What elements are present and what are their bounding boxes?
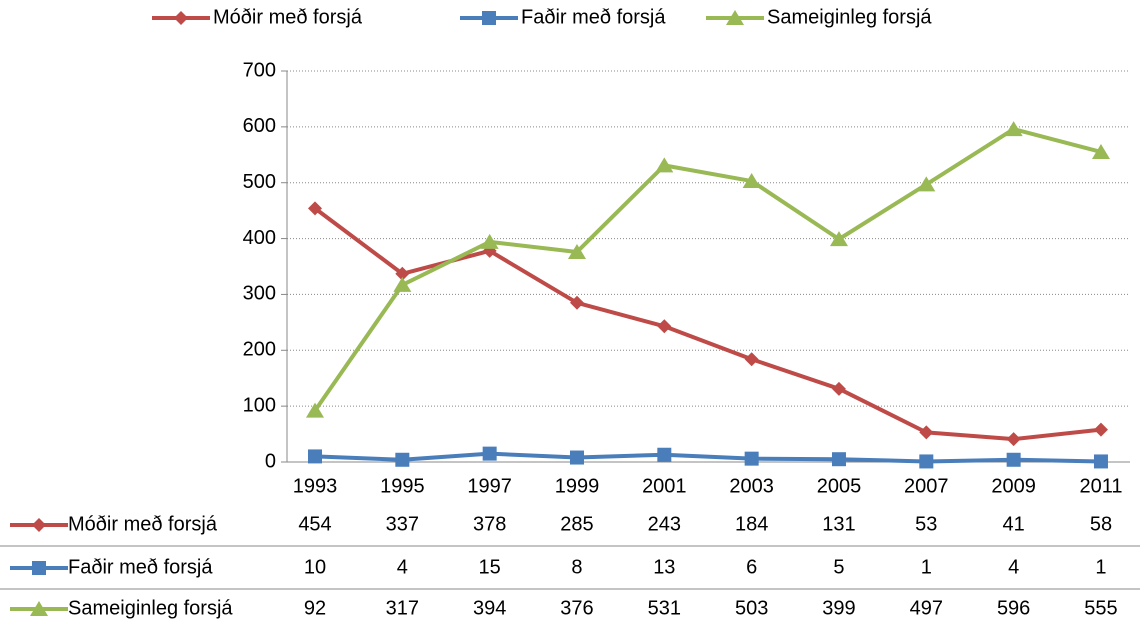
- y-tick-label: 700: [243, 59, 276, 81]
- line: [313, 127, 1102, 412]
- marker: [395, 266, 410, 281]
- x-tick-label: 2003: [729, 475, 774, 497]
- legend-label: Móðir með forsjá: [213, 6, 363, 28]
- table-cell: 131: [822, 513, 855, 535]
- table-cell: 4: [1008, 556, 1019, 578]
- marker: [306, 402, 324, 418]
- marker: [567, 243, 586, 259]
- line: [313, 206, 1102, 442]
- marker: [1093, 422, 1108, 437]
- marker: [831, 381, 846, 396]
- table-cell: 92: [304, 597, 326, 619]
- line: [314, 451, 1102, 464]
- table-cell: 13: [653, 556, 675, 578]
- table-cell: 454: [298, 513, 331, 535]
- marker: [742, 173, 761, 189]
- marker: [744, 352, 759, 367]
- y-tick-label: 100: [243, 394, 276, 416]
- marker: [32, 561, 46, 575]
- marker: [174, 11, 188, 25]
- table-row-label: Sameiginleg forsjá: [68, 597, 233, 619]
- table-row-label: Faðir með forsjá: [68, 556, 213, 578]
- x-tick-label: 1993: [293, 475, 338, 497]
- marker: [480, 233, 499, 249]
- marker: [657, 447, 672, 462]
- marker: [831, 452, 846, 467]
- table-cell: 5: [833, 556, 844, 578]
- x-tick-label: 2001: [642, 475, 687, 497]
- y-tick-label: 600: [243, 115, 276, 137]
- y-tick-label: 500: [243, 171, 276, 193]
- table-cell: 243: [648, 513, 681, 535]
- marker: [657, 319, 672, 334]
- table-cell: 58: [1090, 513, 1112, 535]
- marker: [569, 450, 584, 465]
- x-tick-label: 2011: [1079, 475, 1122, 497]
- legend-label: Faðir með forsjá: [521, 6, 666, 28]
- table-cell: 4: [397, 556, 408, 578]
- table-cell: 6: [746, 556, 757, 578]
- marker: [32, 518, 46, 532]
- table-cell: 317: [386, 597, 419, 619]
- x-tick-label: 2007: [904, 475, 949, 497]
- marker: [482, 446, 497, 461]
- x-tick-label: 1999: [555, 475, 600, 497]
- table-row-label: Móðir með forsjá: [68, 513, 218, 535]
- marker: [569, 295, 584, 310]
- marker: [1006, 432, 1021, 447]
- marker: [726, 10, 744, 25]
- table-cell: 8: [571, 556, 582, 578]
- y-tick-label: 0: [265, 450, 276, 472]
- table-cell: 376: [560, 597, 593, 619]
- x-tick-label: 1995: [380, 475, 425, 497]
- table-cell: 497: [910, 597, 943, 619]
- table-cell: 15: [479, 556, 501, 578]
- marker: [829, 231, 848, 247]
- table-cell: 503: [735, 597, 768, 619]
- table-cell: 1: [1095, 556, 1106, 578]
- marker: [919, 425, 934, 440]
- table-cell: 41: [1003, 513, 1025, 535]
- y-tick-label: 400: [243, 227, 276, 249]
- marker: [917, 176, 936, 192]
- x-tick-label: 1997: [467, 475, 512, 497]
- table-cell: 596: [997, 597, 1030, 619]
- marker: [655, 157, 674, 173]
- table-cell: 10: [304, 556, 326, 578]
- marker: [1091, 143, 1110, 159]
- marker: [1006, 452, 1021, 467]
- marker: [744, 451, 759, 466]
- marker: [393, 276, 412, 292]
- table-cell: 531: [648, 597, 681, 619]
- table-cell: 394: [473, 597, 506, 619]
- marker: [30, 601, 48, 616]
- table-cell: 53: [915, 513, 937, 535]
- table-cell: 1: [921, 556, 932, 578]
- table-cell: 285: [560, 513, 593, 535]
- marker: [308, 201, 322, 216]
- table-cell: 399: [822, 597, 855, 619]
- y-tick-label: 200: [243, 339, 276, 361]
- table-cell: 337: [386, 513, 419, 535]
- table-cell: 184: [735, 513, 768, 535]
- marker: [308, 449, 322, 464]
- x-tick-label: 2005: [817, 475, 862, 497]
- legend-label: Sameiginleg forsjá: [767, 6, 932, 28]
- marker: [1004, 121, 1023, 137]
- x-tick-label: 2009: [991, 475, 1036, 497]
- table-cell: 378: [473, 513, 506, 535]
- marker: [919, 454, 934, 469]
- table-cell: 555: [1084, 597, 1117, 619]
- marker: [395, 452, 410, 467]
- marker: [1093, 454, 1108, 469]
- y-tick-label: 300: [243, 283, 276, 305]
- marker: [482, 11, 496, 25]
